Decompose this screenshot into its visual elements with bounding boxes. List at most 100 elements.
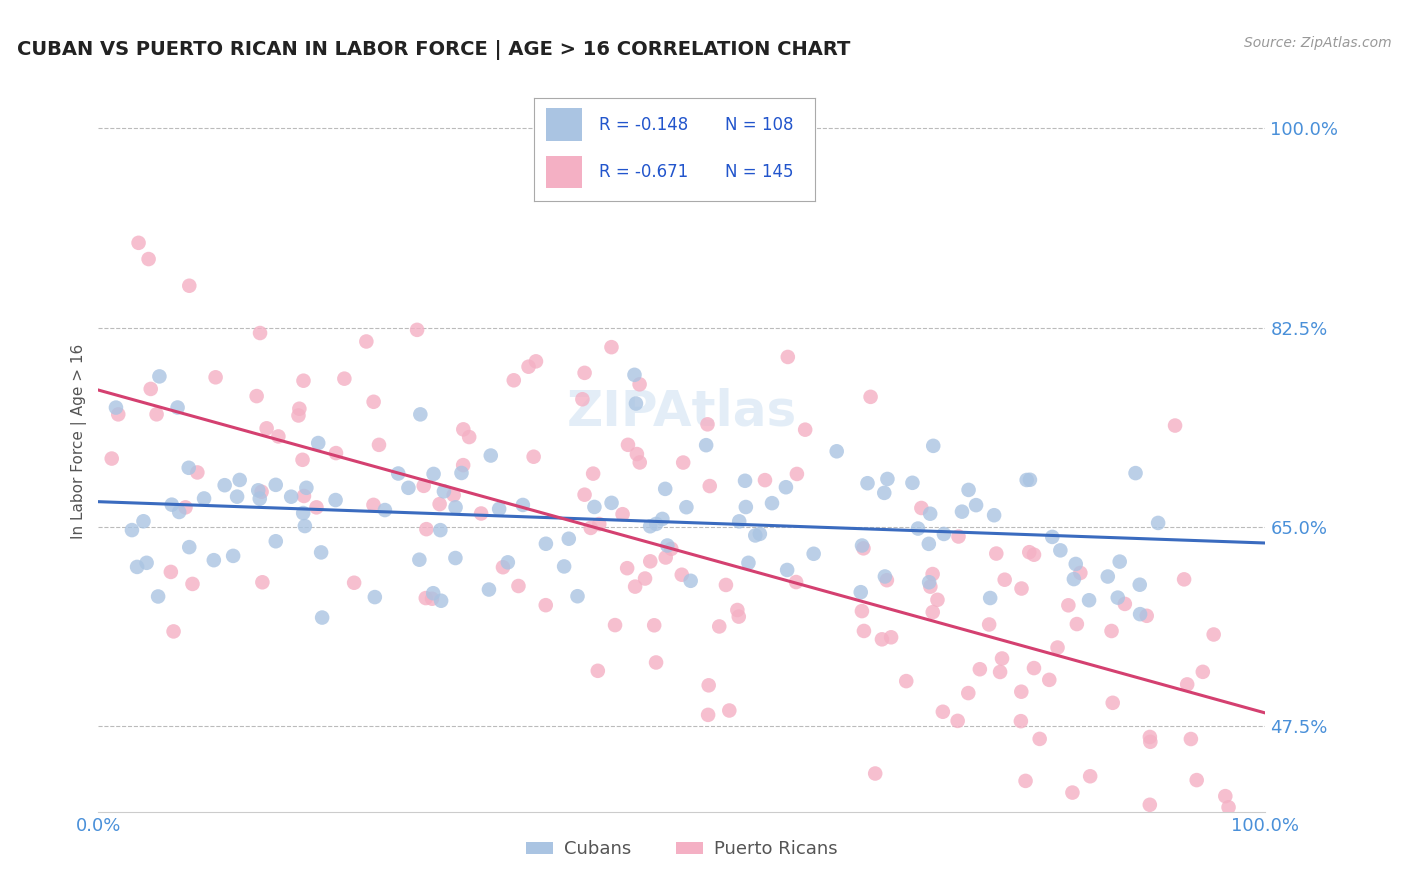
Point <box>775 480 797 494</box>
Point <box>920 580 942 594</box>
Point <box>567 589 589 603</box>
Point <box>852 541 875 556</box>
Point <box>267 429 290 443</box>
Point <box>1139 730 1161 744</box>
Point <box>146 590 169 604</box>
Point <box>1175 677 1198 691</box>
Point <box>100 451 122 466</box>
Point <box>553 559 575 574</box>
Point <box>1114 597 1136 611</box>
Point <box>776 350 799 364</box>
Point <box>325 493 347 508</box>
Point <box>1063 572 1085 586</box>
Point <box>524 354 547 368</box>
Point <box>910 500 932 515</box>
Point <box>600 340 623 354</box>
Point <box>1069 566 1091 580</box>
Point <box>727 609 749 624</box>
Point <box>1078 593 1101 607</box>
Point <box>139 382 162 396</box>
Point <box>697 707 720 722</box>
Point <box>517 359 540 374</box>
Point <box>849 585 872 599</box>
Point <box>876 472 898 486</box>
Point <box>228 473 250 487</box>
Point <box>107 408 129 422</box>
Point <box>309 545 332 559</box>
Point <box>479 449 502 463</box>
Point <box>249 326 271 340</box>
Point <box>651 512 673 526</box>
Point <box>617 438 640 452</box>
Point <box>1019 473 1042 487</box>
Text: CUBAN VS PUERTO RICAN IN LABOR FORCE | AGE > 16 CORRELATION CHART: CUBAN VS PUERTO RICAN IN LABOR FORCE | A… <box>17 39 851 60</box>
Point <box>737 556 759 570</box>
Point <box>451 458 474 472</box>
Point <box>671 567 693 582</box>
Point <box>921 567 943 582</box>
Point <box>825 444 848 458</box>
Point <box>148 369 170 384</box>
Point <box>714 578 737 592</box>
Point <box>247 483 270 498</box>
Point <box>907 522 929 536</box>
Point <box>305 500 328 515</box>
Point <box>406 323 429 337</box>
Point <box>873 569 896 583</box>
Point <box>628 455 651 469</box>
Point <box>387 467 409 481</box>
Point <box>1191 665 1213 679</box>
Point <box>718 704 741 718</box>
Point <box>1078 769 1101 783</box>
Point <box>295 481 318 495</box>
Point <box>1015 473 1038 487</box>
Point <box>177 460 200 475</box>
Point <box>1022 661 1045 675</box>
Point <box>709 619 731 633</box>
Point <box>734 500 756 514</box>
Point <box>292 506 315 520</box>
Point <box>287 409 309 423</box>
Point <box>523 450 546 464</box>
Point <box>415 522 437 536</box>
Point <box>135 556 157 570</box>
Point <box>409 408 432 422</box>
Text: N = 108: N = 108 <box>725 116 794 134</box>
Point <box>876 573 898 587</box>
Point <box>429 523 451 537</box>
Point <box>638 519 661 533</box>
Point <box>502 373 524 387</box>
Point <box>160 565 183 579</box>
Point <box>983 508 1005 523</box>
Point <box>264 534 287 549</box>
Text: N = 145: N = 145 <box>725 163 794 181</box>
Point <box>645 656 668 670</box>
Point <box>623 368 645 382</box>
Text: R = -0.671: R = -0.671 <box>599 163 688 181</box>
Point <box>179 278 201 293</box>
Point <box>920 507 942 521</box>
Point <box>444 551 467 566</box>
Point <box>1139 735 1161 749</box>
Point <box>932 705 955 719</box>
Point <box>453 422 475 436</box>
Point <box>927 592 949 607</box>
Point <box>957 686 980 700</box>
Point <box>250 484 273 499</box>
Point <box>873 486 896 500</box>
Point <box>162 624 184 639</box>
Point <box>957 483 980 497</box>
Point <box>1147 516 1170 530</box>
Point <box>1218 800 1240 814</box>
Point <box>603 618 626 632</box>
Point <box>104 401 127 415</box>
Point <box>458 430 481 444</box>
Point <box>1011 582 1033 596</box>
Point <box>1213 789 1236 804</box>
Point <box>859 390 882 404</box>
Point <box>634 572 657 586</box>
Point <box>420 591 443 606</box>
Point <box>363 498 385 512</box>
Point <box>193 491 215 506</box>
Point <box>932 527 955 541</box>
